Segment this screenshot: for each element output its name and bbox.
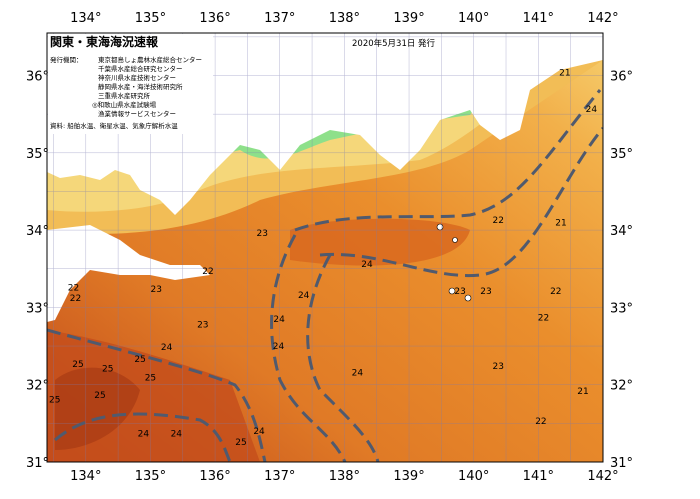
contour-label: 22: [550, 287, 561, 297]
contour-label: 23: [480, 287, 491, 297]
contour-label: 25: [134, 355, 145, 365]
lon-tick-label-top: 137°: [264, 11, 295, 26]
lat-tick-label-left: 35°: [26, 147, 49, 162]
contour-label: 23: [257, 229, 268, 239]
lat-tick-label-right: 32°: [610, 379, 633, 394]
publisher: 千葉県水産総合研究センター: [98, 64, 183, 73]
contour-label: 24: [171, 429, 183, 439]
publisher: 漁業情報サービスセンター: [98, 109, 176, 118]
lon-tick-label-top: 140°: [458, 11, 489, 26]
lat-tick-label-right: 36°: [610, 70, 633, 85]
contour-label: 24: [298, 291, 310, 301]
lon-tick-label-bottom: 142°: [587, 469, 618, 484]
contour-label: 24: [253, 427, 265, 437]
legend-box: [48, 34, 213, 134]
contour-label: 24: [273, 315, 285, 325]
contour-label: 25: [145, 374, 156, 384]
publisher: 三重県水産研究所: [98, 91, 151, 100]
lon-tick-label-bottom: 136°: [199, 469, 230, 484]
kuroshio-axis: [47, 89, 603, 462]
lon-tick-label-top: 138°: [329, 11, 360, 26]
contour-label: 23: [493, 362, 504, 372]
lon-tick-label-bottom: 140°: [458, 469, 489, 484]
contour-label: 23: [197, 320, 208, 330]
lon-tick-label-bottom: 139°: [393, 469, 424, 484]
contour-label: 24: [138, 429, 150, 439]
lat-tick-label-left: 36°: [26, 70, 49, 85]
lon-tick-label-bottom: 137°: [264, 469, 295, 484]
contour-label: 24: [161, 343, 173, 353]
lon-tick-label-top: 141°: [523, 11, 554, 26]
data-source: 資料: 船舶水温、衛星水温、気象庁解析水温: [50, 121, 178, 130]
contour-label: 22: [202, 267, 213, 277]
lat-tick-label-left: 32°: [26, 379, 49, 394]
contour-label: 21: [577, 387, 588, 397]
contour-label: 24: [352, 368, 364, 378]
contour-label: 21: [559, 68, 570, 78]
publisher: 神奈川県水産技術センター: [98, 73, 176, 82]
axis-ticks: 134° 134° 135° 135° 136° 136° 137° 137° 138° 138°…: [26, 11, 633, 484]
contour-label: 23: [454, 287, 465, 297]
contour-label: 25: [94, 391, 105, 401]
contour-label: 22: [68, 283, 79, 293]
contour-label: 25: [102, 364, 113, 374]
issue-date: 2020年5月31日 発行: [352, 38, 436, 49]
warm-water-region: [290, 218, 470, 266]
lat-tick-label-left: 33°: [26, 301, 49, 316]
lat-tick-label-right: 34°: [610, 224, 633, 239]
lon-tick-label-bottom: 138°: [329, 469, 360, 484]
contour-label: 21: [555, 218, 566, 228]
contour-label: 24: [273, 342, 285, 352]
lon-tick-label-top: 136°: [199, 11, 230, 26]
contour-label: 25: [235, 438, 246, 448]
lon-tick-label-bottom: 134°: [70, 469, 101, 484]
map-frame: [46, 32, 604, 463]
contour-label: 25: [72, 360, 83, 370]
publisher-list: 東京都島しょ農林水産総合センター 千葉県水産総合研究センター 神奈川県水産技術セ…: [92, 55, 202, 118]
warm-core: [55, 367, 140, 450]
lon-tick-label-bottom: 135°: [135, 469, 166, 484]
contour-label: 22: [535, 417, 546, 427]
lon-tick-label-top: 142°: [587, 11, 618, 26]
map-title: 関東・東海海況速報: [50, 34, 159, 49]
islands: [436, 223, 472, 302]
lat-tick-label-right: 31°: [610, 456, 633, 471]
publisher: ◎和歌山県水産試験場: [92, 100, 157, 109]
lon-tick-label-top: 135°: [135, 11, 166, 26]
contour-label: 22: [538, 313, 549, 323]
contour-label: 22: [70, 294, 81, 304]
contour-label: 25: [49, 395, 60, 405]
contour-label: 24: [361, 260, 373, 270]
publishers-label: 発行機関：: [50, 55, 83, 64]
lat-tick-label-left: 34°: [26, 224, 49, 239]
land-shikoku: [47, 225, 210, 322]
lon-tick-label-top: 134°: [70, 11, 101, 26]
publisher: 東京都島しょ農林水産総合センター: [98, 55, 202, 64]
publisher: 静岡県水産・海洋技術研究所: [98, 82, 183, 91]
contour-label: 24: [586, 105, 598, 115]
lon-tick-label-bottom: 141°: [523, 469, 554, 484]
contour-label: 22: [493, 216, 504, 226]
lat-tick-label-right: 33°: [610, 301, 633, 316]
contour-label: 23: [151, 285, 162, 295]
lat-tick-label-right: 35°: [610, 147, 633, 162]
lon-tick-label-top: 139°: [393, 11, 424, 26]
lat-tick-label-left: 31°: [26, 456, 49, 471]
